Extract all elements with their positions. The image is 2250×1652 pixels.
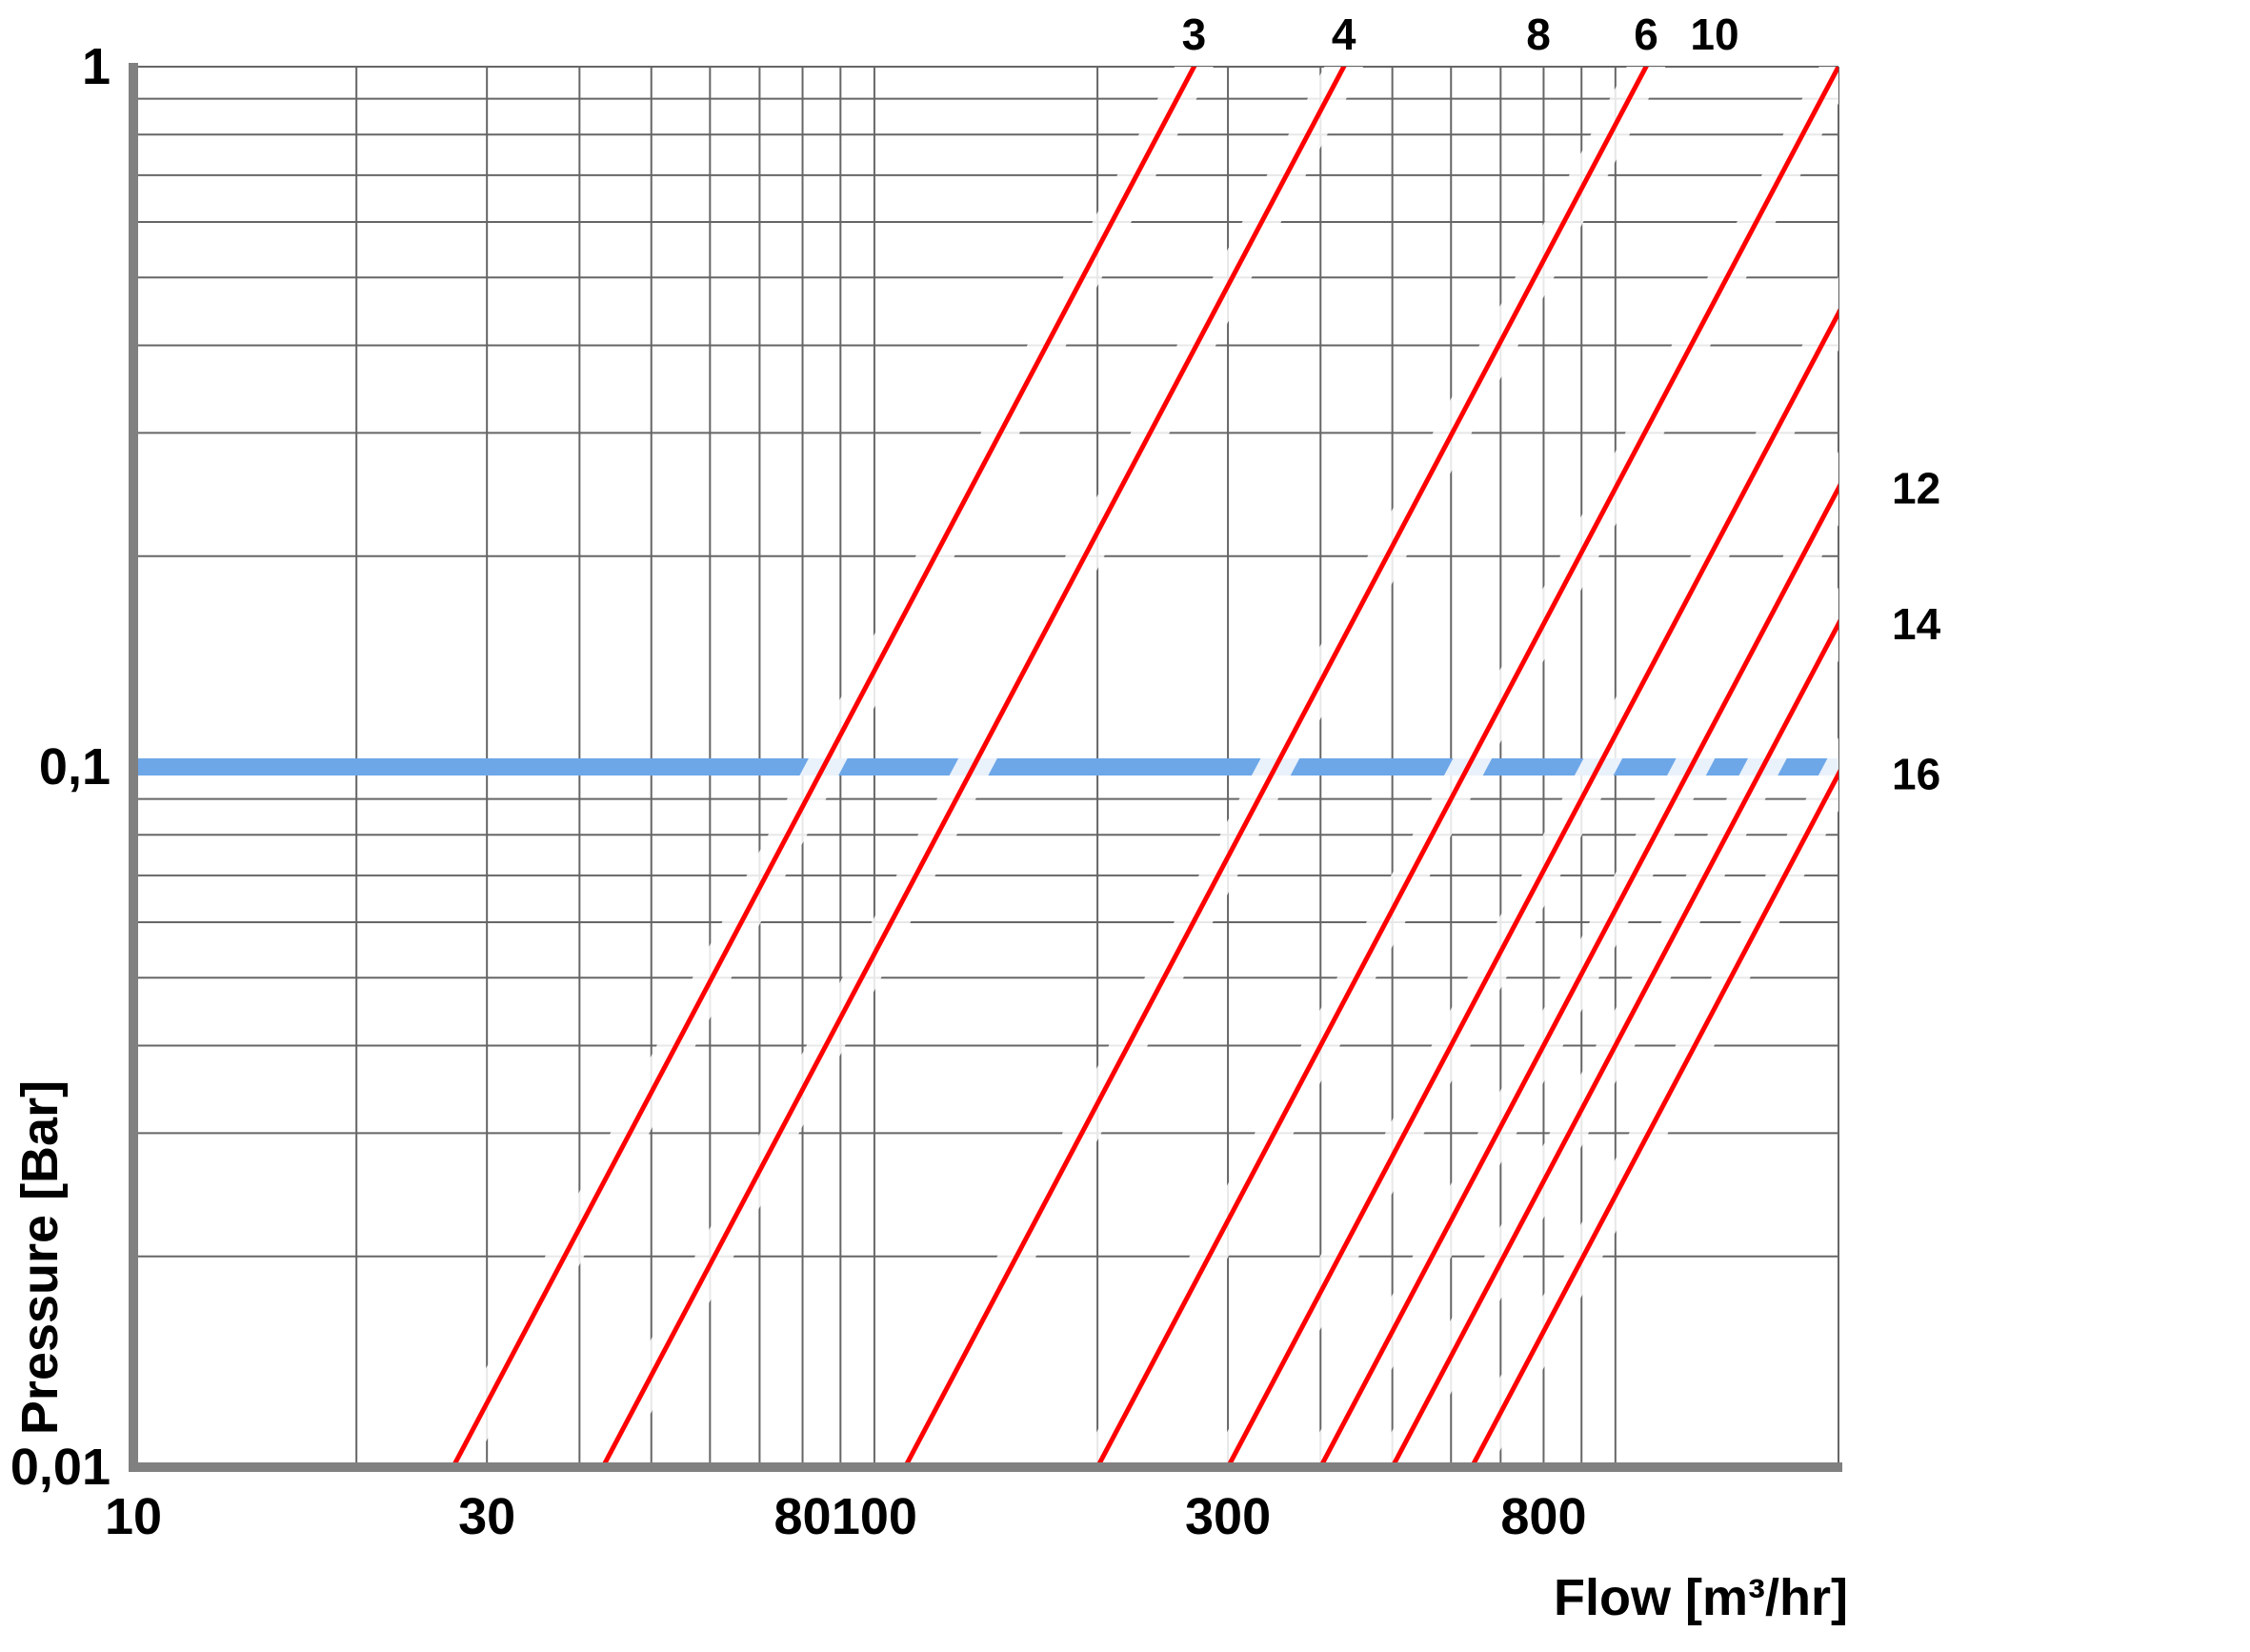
series-label: 16	[1892, 750, 1940, 799]
y-tick-label: 0,01	[10, 1439, 110, 1496]
y-tick-label: 0,1	[39, 738, 110, 796]
series-label: 14	[1892, 599, 1941, 649]
x-tick-label: 300	[1185, 1488, 1271, 1545]
x-tick-label: 800	[1500, 1488, 1586, 1545]
series-label: 10	[1690, 10, 1738, 59]
pressure-flow-chart: 10 30 80100 300 800 0,01 0,1 1 Flow [m³/hr] Pr…	[0, 0, 2250, 1652]
y-axis-label: Pressure [Bar]	[11, 1080, 69, 1435]
x-axis-label: Flow [m³/hr]	[1554, 1569, 1848, 1626]
series-label: 6	[1634, 10, 1658, 59]
series-label: 8	[1526, 10, 1551, 59]
series-label: 4	[1332, 10, 1356, 59]
x-tick-label: 80	[773, 1488, 831, 1545]
series-label: 12	[1892, 464, 1940, 514]
x-tick-label: 10	[105, 1488, 162, 1545]
x-tick-label: 100	[832, 1488, 917, 1545]
x-tick-label: 30	[458, 1488, 515, 1545]
y-tick-label: 1	[82, 38, 110, 95]
series-label: 3	[1182, 10, 1207, 59]
